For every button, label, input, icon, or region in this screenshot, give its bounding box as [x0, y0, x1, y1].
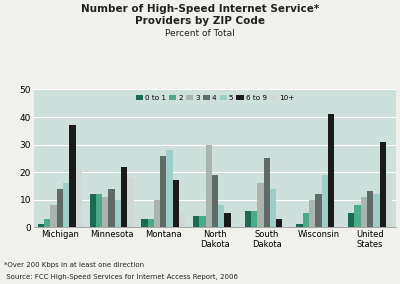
Bar: [315, 194, 322, 227]
Bar: [276, 219, 282, 227]
Bar: [76, 169, 82, 227]
Bar: [141, 219, 148, 227]
Bar: [69, 125, 76, 227]
Bar: [264, 158, 270, 227]
Bar: [361, 197, 367, 227]
Bar: [148, 219, 154, 227]
Bar: [309, 200, 315, 227]
Text: Number of High-Speed Internet Service*: Number of High-Speed Internet Service*: [81, 4, 319, 14]
Bar: [127, 178, 134, 227]
Bar: [245, 211, 251, 227]
Legend: 0 to 1, 2, 3, 4, 5, 6 to 9, 10+: 0 to 1, 2, 3, 4, 5, 6 to 9, 10+: [134, 93, 296, 102]
Bar: [154, 200, 160, 227]
Bar: [212, 175, 218, 227]
Bar: [373, 194, 380, 227]
Bar: [380, 142, 386, 227]
Bar: [38, 224, 44, 227]
Bar: [303, 214, 309, 227]
Bar: [224, 214, 231, 227]
Bar: [57, 189, 63, 227]
Bar: [50, 205, 57, 227]
Bar: [257, 183, 264, 227]
Text: *Over 200 Kbps in at least one direction: *Over 200 Kbps in at least one direction: [4, 262, 144, 268]
Bar: [160, 156, 166, 227]
Bar: [386, 175, 392, 227]
Bar: [96, 194, 102, 227]
Bar: [270, 189, 276, 227]
Text: Percent of Total: Percent of Total: [165, 29, 235, 38]
Bar: [166, 150, 173, 227]
Bar: [193, 216, 199, 227]
Bar: [328, 114, 334, 227]
Bar: [90, 194, 96, 227]
Text: Source: FCC High-Speed Services for Internet Access Report, 2006: Source: FCC High-Speed Services for Inte…: [4, 274, 238, 280]
Bar: [115, 200, 121, 227]
Bar: [173, 180, 179, 227]
Bar: [218, 205, 224, 227]
Bar: [322, 175, 328, 227]
Bar: [63, 183, 69, 227]
Bar: [206, 145, 212, 227]
Text: Providers by ZIP Code: Providers by ZIP Code: [135, 16, 265, 26]
Bar: [354, 205, 361, 227]
Bar: [179, 214, 185, 227]
Bar: [251, 211, 257, 227]
Bar: [121, 167, 127, 227]
Bar: [296, 224, 303, 227]
Bar: [108, 189, 115, 227]
Bar: [199, 216, 206, 227]
Bar: [367, 191, 373, 227]
Bar: [348, 214, 354, 227]
Bar: [44, 219, 50, 227]
Bar: [102, 197, 108, 227]
